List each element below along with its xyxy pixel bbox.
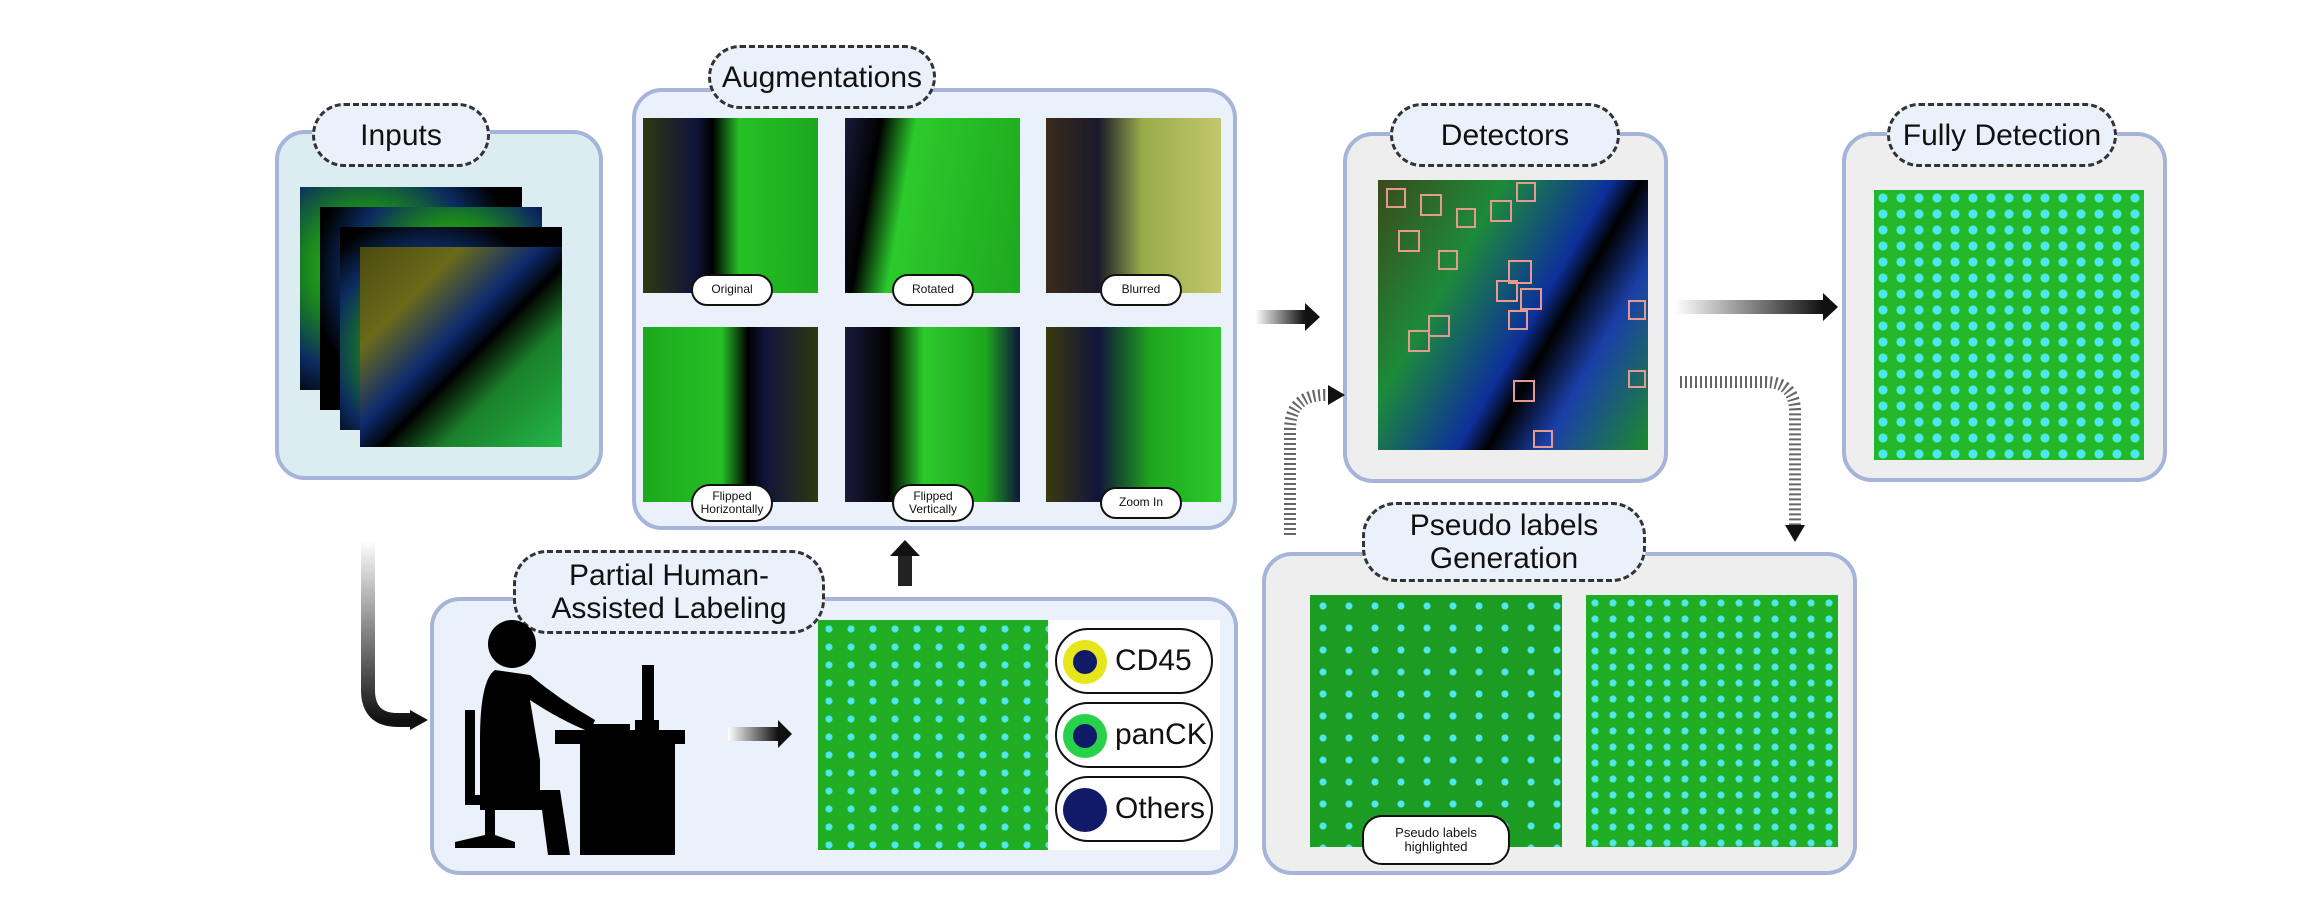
arrow-detectors-to-pseudo — [1680, 382, 1805, 542]
arrow-detectors-to-full — [1675, 293, 1838, 321]
arrow-annotator-to-image — [728, 720, 792, 748]
arrow-labeling-to-aug — [890, 540, 920, 586]
arrow-pseudo-to-detectors — [1290, 385, 1345, 535]
arrow-inputs-to-labeling — [368, 540, 428, 730]
arrow-aug-to-detectors — [1255, 303, 1320, 331]
